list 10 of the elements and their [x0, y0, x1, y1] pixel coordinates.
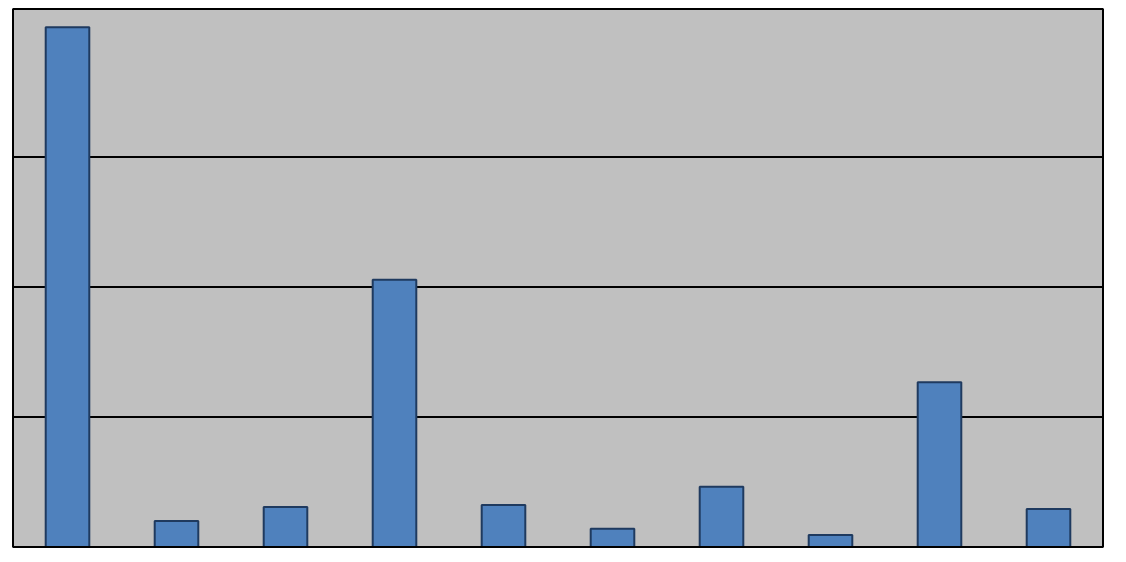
bar: [698, 485, 745, 547]
bar: [262, 505, 309, 547]
bar: [371, 278, 418, 547]
bar: [807, 534, 854, 547]
bar: [1025, 508, 1072, 547]
bar: [44, 26, 91, 547]
bar: [480, 503, 527, 547]
bar: [589, 527, 636, 547]
bar: [916, 381, 963, 547]
bar: [153, 520, 200, 547]
